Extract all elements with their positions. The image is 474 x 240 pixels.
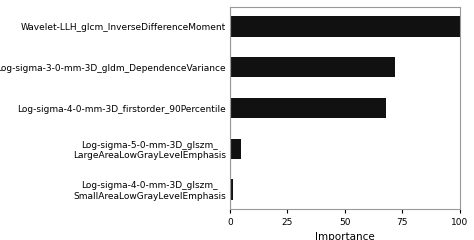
- Bar: [230, 16, 460, 37]
- Bar: [230, 179, 233, 200]
- Bar: [230, 138, 241, 159]
- Bar: [230, 98, 386, 118]
- X-axis label: Importance: Importance: [315, 232, 375, 240]
- Bar: [230, 57, 395, 78]
